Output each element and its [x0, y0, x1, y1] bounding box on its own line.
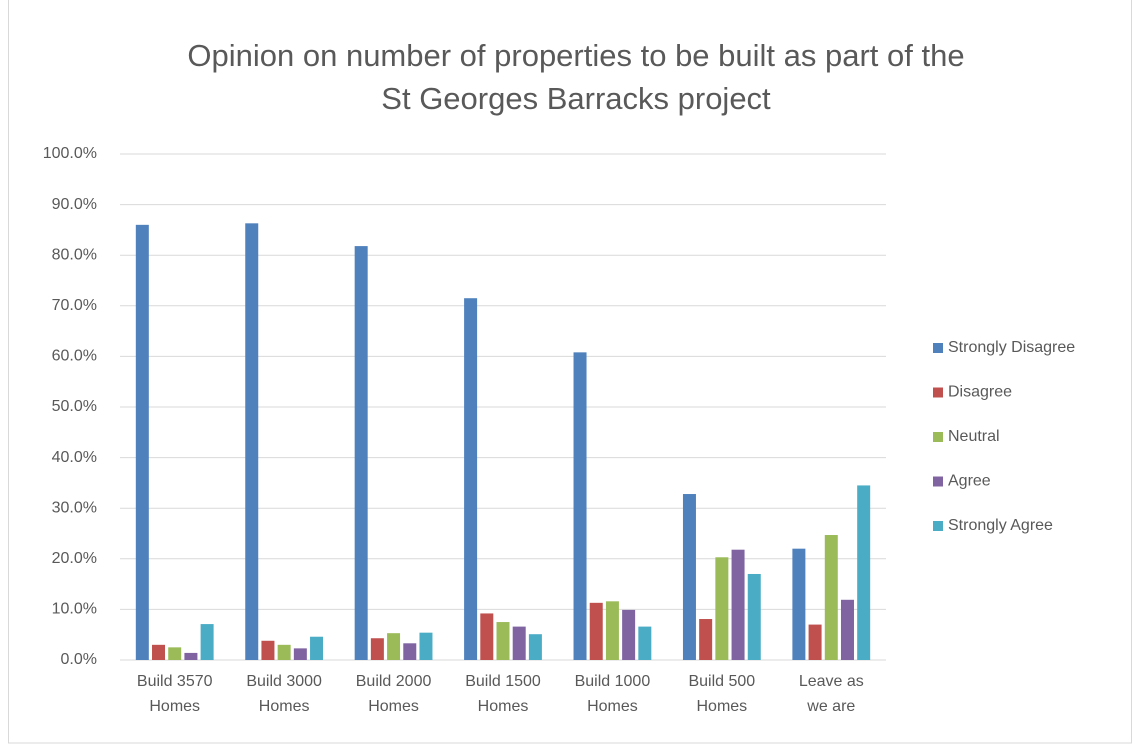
x-tick-label: we are: [806, 698, 855, 715]
bar: [403, 643, 417, 660]
bar: [387, 633, 401, 660]
x-tick-label: Build 2000: [356, 673, 432, 690]
x-tick-label: Homes: [587, 698, 638, 715]
bar: [573, 352, 587, 660]
bar: [168, 647, 182, 660]
x-tick-label: Build 3570: [137, 673, 213, 690]
y-tick-label: 40.0%: [52, 449, 97, 466]
legend-swatch: [933, 432, 943, 442]
bar: [200, 624, 214, 660]
x-tick-label: Homes: [368, 698, 419, 715]
bar: [261, 640, 275, 660]
bar: [277, 644, 291, 660]
x-tick-label: Homes: [697, 698, 748, 715]
x-tick-label: Build 500: [688, 673, 755, 690]
y-tick-label: 0.0%: [61, 651, 97, 668]
bar: [792, 548, 806, 660]
bar: [731, 549, 745, 660]
bar: [715, 557, 729, 660]
bar: [857, 485, 871, 660]
bar: [840, 599, 854, 660]
legend-label: Neutral: [948, 428, 1000, 445]
y-tick-label: 10.0%: [52, 601, 97, 618]
y-tick-label: 60.0%: [52, 348, 97, 365]
bar: [245, 223, 259, 660]
bar: [605, 601, 619, 660]
chart-frame: [8, 0, 1132, 744]
chart-title: Opinion on number of properties to be bu…: [187, 38, 964, 73]
bar: [152, 644, 166, 660]
x-tick-label: Build 1500: [465, 673, 541, 690]
x-tick-label: Homes: [478, 698, 529, 715]
legend-swatch: [933, 387, 943, 398]
bar: [699, 619, 713, 660]
legend-swatch: [933, 521, 943, 531]
bar: [480, 613, 494, 660]
y-tick-label: 20.0%: [52, 550, 97, 567]
bar: [419, 632, 433, 660]
bar: [682, 494, 696, 660]
legend-label: Disagree: [948, 384, 1012, 401]
bar: [496, 622, 510, 660]
bar: [808, 624, 822, 660]
x-tick-label: Homes: [149, 698, 200, 715]
bar: [747, 573, 761, 660]
bar: [184, 652, 198, 660]
y-tick-label: 30.0%: [52, 499, 97, 516]
bar: [512, 626, 526, 660]
bar: [135, 224, 149, 660]
x-tick-label: Build 3000: [246, 673, 322, 690]
bar: [528, 634, 542, 660]
y-tick-label: 50.0%: [52, 398, 97, 415]
y-tick-label: 70.0%: [52, 297, 97, 314]
x-tick-label: Build 1000: [575, 673, 651, 690]
bar: [464, 298, 478, 660]
y-tick-label: 80.0%: [52, 246, 97, 263]
x-tick-label: Homes: [259, 698, 310, 715]
bar: [293, 648, 307, 660]
bar: [638, 626, 652, 660]
legend-label: Strongly Disagree: [948, 339, 1075, 356]
bar: [589, 602, 603, 660]
chart-title: St Georges Barracks project: [381, 81, 771, 116]
x-tick-label: Leave as: [799, 673, 864, 690]
legend-swatch: [933, 343, 943, 353]
legend-label: Agree: [948, 473, 991, 490]
bar: [622, 609, 636, 660]
y-tick-label: 100.0%: [43, 145, 97, 162]
legend-swatch: [933, 476, 943, 487]
y-tick-label: 90.0%: [52, 196, 97, 213]
bar: [824, 535, 838, 660]
bar: [310, 636, 324, 660]
bar: [354, 246, 368, 661]
legend-label: Strongly Agree: [948, 517, 1053, 534]
bar: [370, 638, 384, 660]
